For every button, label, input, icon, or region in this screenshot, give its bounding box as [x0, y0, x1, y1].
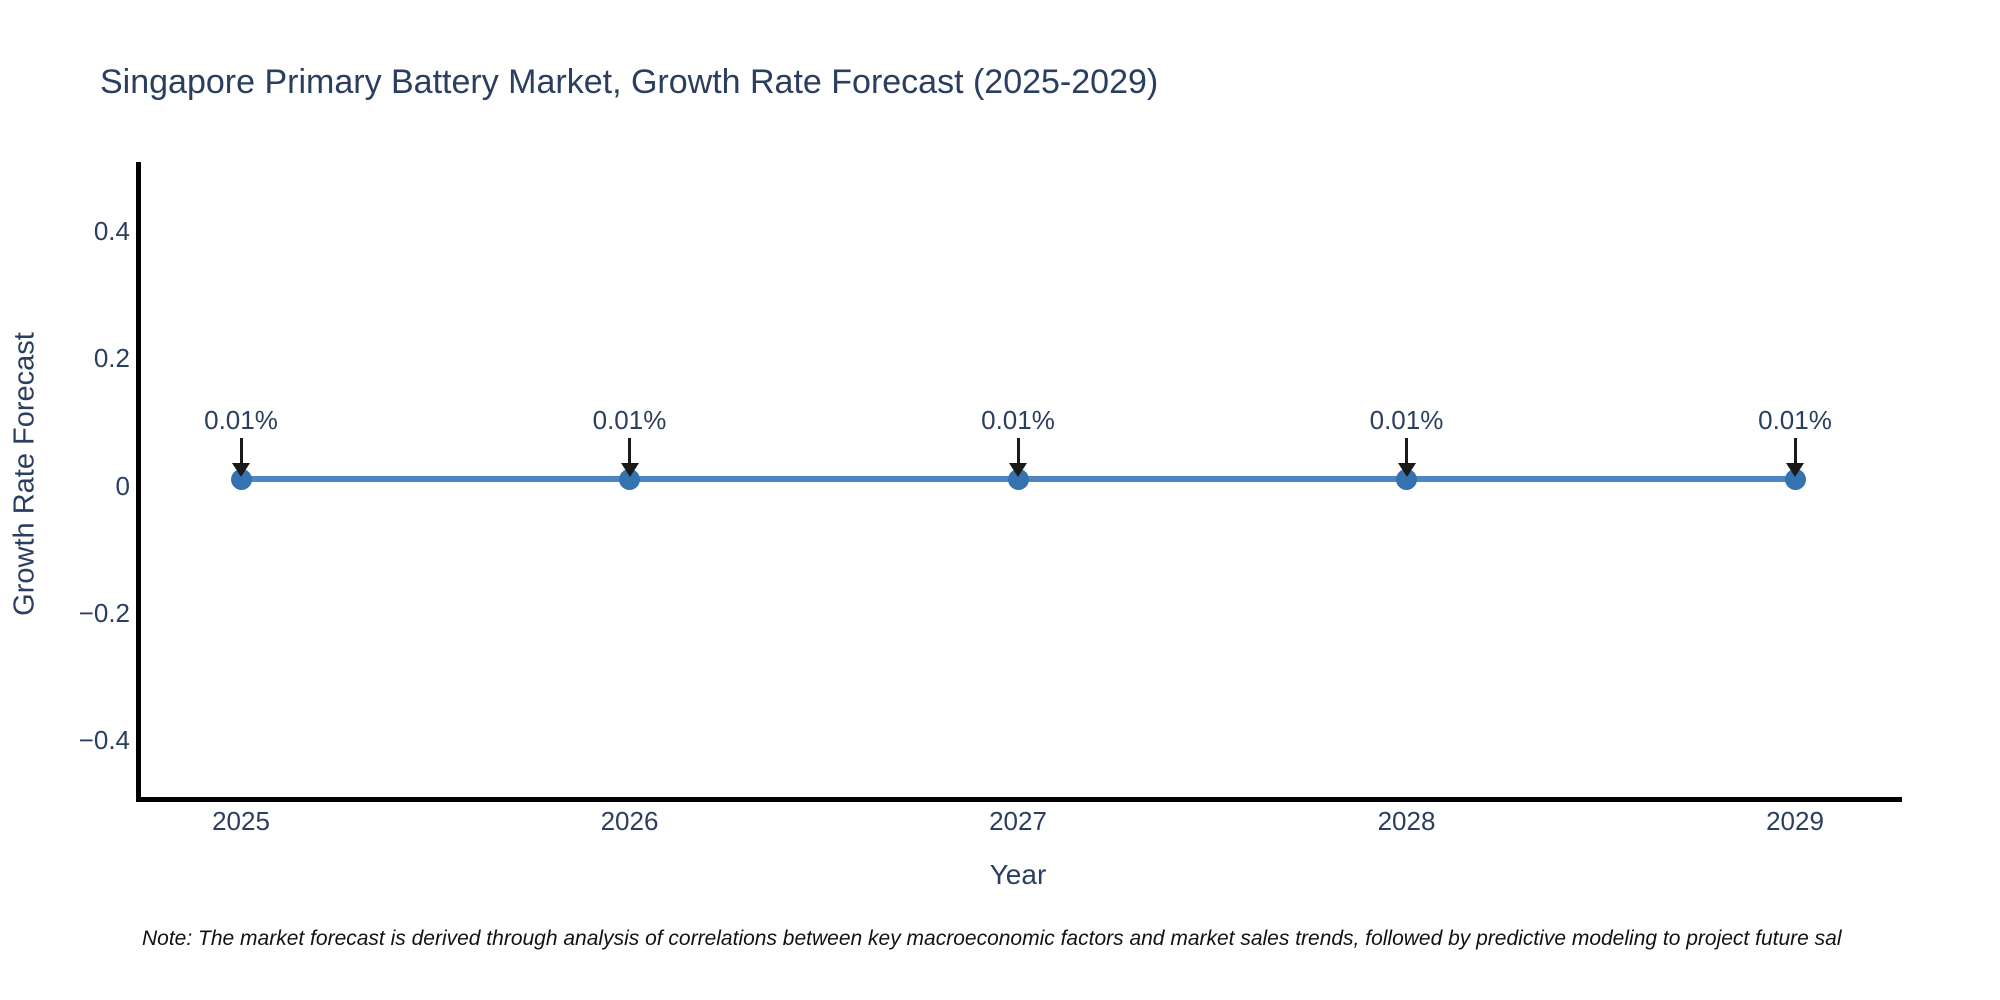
footnote: Note: The market forecast is derived thr… — [142, 927, 1842, 950]
annotation-arrow-head — [1009, 463, 1027, 477]
annotation-arrow-head — [620, 463, 639, 477]
x-tick-label: 2029 — [1766, 806, 1824, 836]
annotation-arrow-head — [232, 463, 250, 477]
data-point-value-label: 0.01% — [204, 405, 278, 435]
y-tick-label: 0.2 — [93, 343, 130, 374]
annotation-arrow-shaft — [239, 438, 243, 465]
y-axis-line — [136, 162, 141, 802]
data-point-value-label: 0.01% — [1369, 405, 1444, 435]
x-tick-label: 2025 — [212, 806, 270, 836]
chart-title: Singapore Primary Battery Market, Growth… — [100, 63, 1159, 101]
x-tick-label: 2028 — [1377, 806, 1436, 836]
y-tick-label: 0 — [115, 470, 130, 501]
annotation-arrow-head — [1397, 463, 1416, 477]
data-point-value-label: 0.01% — [592, 405, 667, 435]
annotation-arrow-shaft — [628, 438, 631, 465]
annotation-arrow-shaft — [1793, 438, 1797, 465]
x-axis-line — [136, 797, 1902, 802]
x-axis-title: Year — [989, 859, 1047, 890]
data-point-value-label: 0.01% — [1758, 405, 1832, 435]
x-tick-label: 2027 — [989, 806, 1047, 836]
annotation-arrow-shaft — [1016, 438, 1020, 465]
y-tick-label: −0.4 — [78, 724, 130, 755]
y-tick-label: −0.2 — [78, 597, 130, 628]
x-tick-label: 2026 — [600, 806, 659, 836]
data-point-value-label: 0.01% — [981, 405, 1055, 435]
y-tick-label: 0.4 — [93, 216, 130, 247]
annotation-arrow-shaft — [1405, 438, 1408, 465]
annotation-arrow-head — [1786, 463, 1804, 477]
